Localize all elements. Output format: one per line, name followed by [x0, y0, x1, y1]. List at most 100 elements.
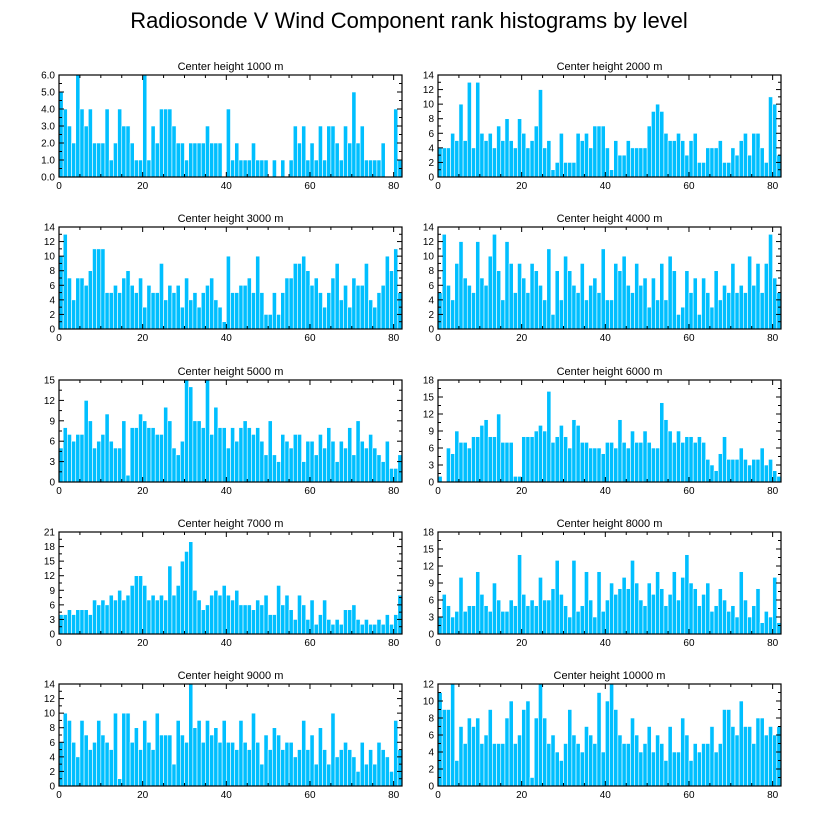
histogram-bar	[659, 111, 665, 178]
histogram-bar	[217, 427, 223, 483]
histogram-bar	[372, 623, 378, 635]
histogram-bar	[722, 162, 727, 178]
x-tick-label: 0	[56, 638, 62, 649]
histogram-bar	[533, 717, 539, 787]
histogram-bar	[621, 577, 627, 635]
histogram-bar	[701, 594, 707, 635]
x-tick-label: 0	[56, 486, 62, 497]
histogram-bar	[751, 605, 757, 635]
histogram-bar	[584, 299, 589, 330]
histogram-bar	[100, 599, 106, 635]
histogram-bar	[351, 604, 357, 635]
histogram-bar	[272, 614, 277, 635]
histogram-bar	[79, 277, 85, 330]
histogram-bar	[125, 270, 131, 330]
histogram-bar	[175, 284, 181, 330]
histogram-bar	[58, 447, 64, 483]
histogram-bar	[751, 132, 757, 178]
x-tick-label: 20	[516, 638, 528, 649]
histogram-bar	[747, 154, 753, 178]
histogram-bar	[571, 284, 577, 330]
histogram-bar	[751, 743, 757, 787]
histogram-bar	[251, 712, 256, 787]
histogram-bar	[763, 263, 769, 330]
histogram-bar	[205, 720, 210, 787]
histogram-bar	[479, 425, 485, 483]
histogram-bar	[96, 720, 102, 787]
histogram-bar	[129, 427, 135, 483]
y-tick-label: 0	[49, 478, 55, 489]
histogram-bar	[251, 434, 256, 483]
x-tick-label: 0	[435, 181, 441, 192]
histogram-bar	[305, 159, 311, 178]
histogram-bar	[196, 142, 202, 178]
histogram-bar	[251, 609, 256, 635]
histogram-bar	[759, 147, 765, 178]
histogram-bar	[630, 560, 635, 635]
histogram-bar	[326, 763, 332, 787]
histogram-bar	[471, 436, 476, 483]
histogram-bar	[638, 599, 644, 635]
histogram-bar	[462, 743, 468, 787]
histogram-bar	[376, 159, 382, 178]
histogram-bar	[697, 605, 702, 635]
histogram-bar	[671, 140, 677, 178]
histogram-bar	[209, 434, 215, 483]
histogram-bar	[713, 751, 719, 787]
histogram-bar	[466, 81, 472, 178]
histogram-bar	[209, 734, 215, 787]
histogram-bar	[92, 447, 97, 483]
histogram-bar	[655, 299, 660, 330]
histogram-bar	[613, 709, 619, 787]
histogram-bar	[79, 434, 85, 483]
histogram-bar	[517, 263, 522, 330]
histogram-bar	[638, 442, 644, 483]
histogram-bar	[276, 734, 281, 787]
histogram-bar	[238, 427, 244, 483]
histogram-bar	[529, 777, 535, 787]
panel-title: Center height 1000 m	[178, 61, 284, 73]
histogram-bar	[655, 447, 660, 483]
histogram-bar	[776, 622, 782, 635]
histogram-bar	[550, 734, 556, 787]
histogram-bar	[338, 299, 344, 330]
y-tick-label: 0	[428, 325, 434, 336]
histogram-bar	[676, 599, 681, 635]
histogram-bar	[755, 459, 761, 483]
histogram-bar	[372, 159, 378, 178]
histogram-bar	[717, 453, 723, 483]
histogram-bar	[483, 734, 489, 787]
y-tick-label: 14	[423, 71, 435, 82]
y-tick-label: 0	[428, 478, 434, 489]
histogram-bar	[471, 605, 476, 635]
histogram-bar	[726, 459, 732, 483]
histogram-bar	[150, 125, 156, 178]
histogram-bar	[188, 541, 194, 635]
histogram-bar	[584, 726, 589, 787]
histogram-bar	[571, 162, 577, 178]
histogram-bar	[579, 140, 585, 178]
histogram-bar	[697, 751, 702, 787]
y-tick-label: 4.0	[41, 105, 55, 116]
y-tick-label: 12	[44, 396, 56, 407]
histogram-bar	[200, 741, 206, 787]
histogram-bar	[184, 379, 189, 483]
histogram-bar	[471, 292, 476, 330]
histogram-bar	[129, 741, 135, 787]
histogram-bar	[747, 255, 753, 330]
y-tick-label: 0	[49, 782, 55, 793]
histogram-bar	[600, 125, 606, 178]
histogram-bar	[284, 440, 290, 483]
histogram-bar	[525, 436, 531, 483]
histogram-bar	[496, 125, 502, 178]
y-tick-label: 1.0	[41, 156, 55, 167]
y-tick-label: 18	[423, 528, 435, 539]
y-tick-label: 3	[428, 613, 434, 624]
histogram-bar	[309, 142, 315, 178]
histogram-bar	[634, 263, 640, 330]
histogram-bar	[563, 605, 568, 635]
histogram-bar	[359, 284, 365, 330]
panel-7: Center height 7000 m 0 20 40 60 80 0 3 6 9 12 15 18 2…	[44, 518, 403, 649]
histogram-bar	[100, 734, 106, 787]
histogram-bar	[397, 749, 403, 787]
